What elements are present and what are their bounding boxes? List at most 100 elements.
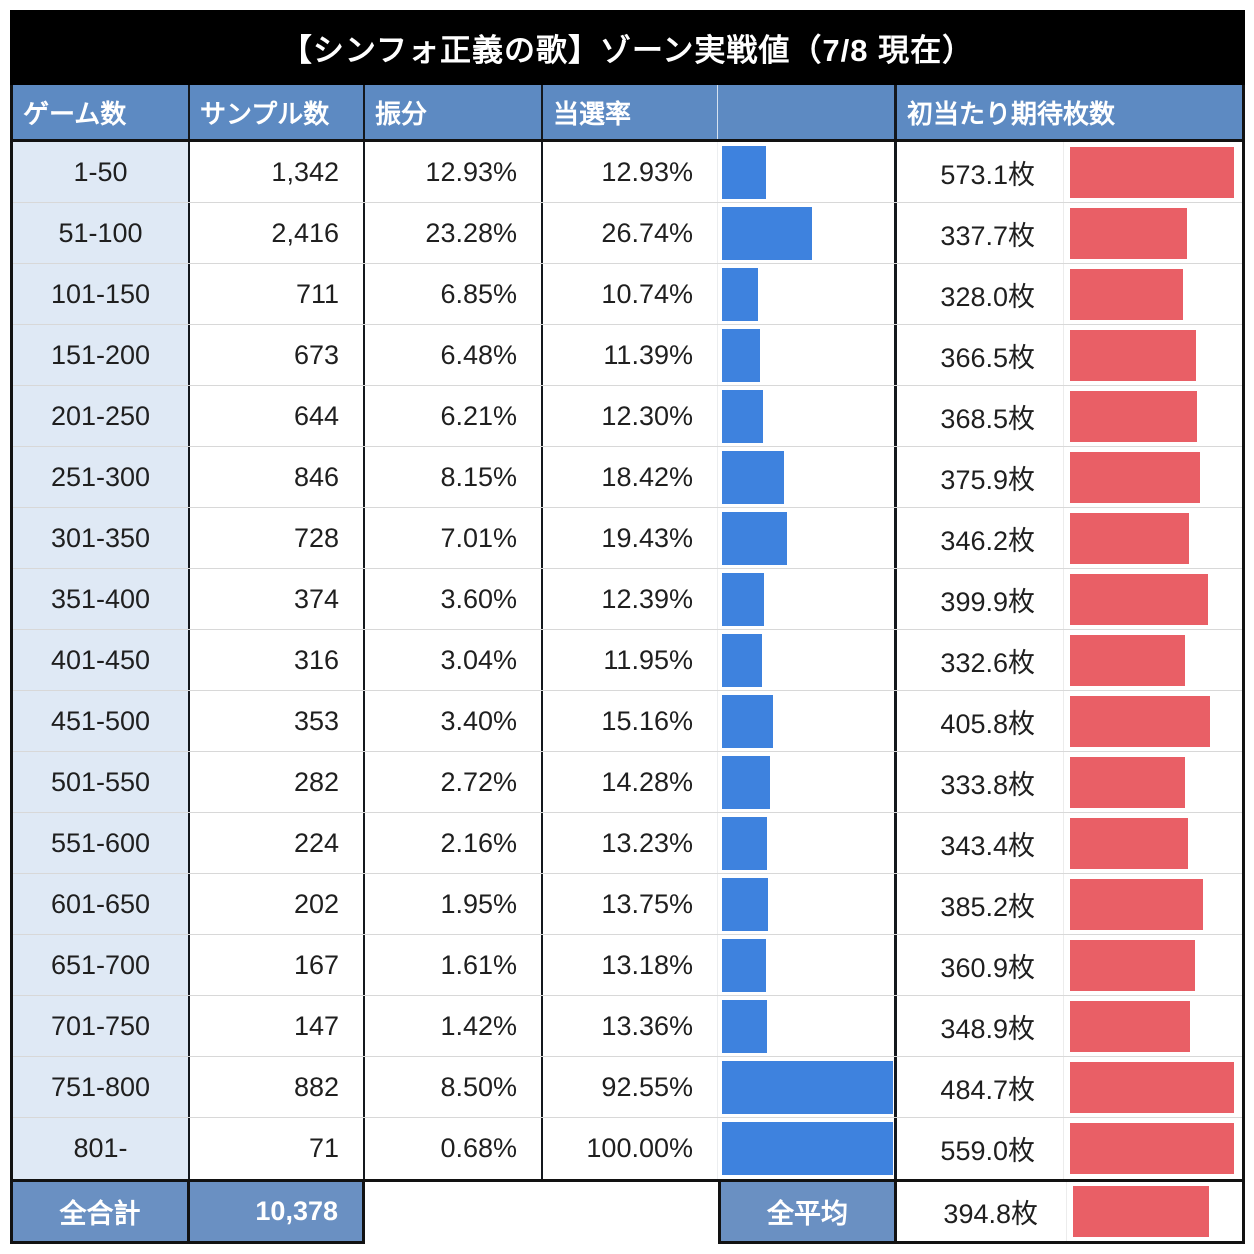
win-rate-bar-cell [718,813,897,873]
coins-bar [1070,451,1200,503]
table-row: 801- 71 0.68% 100.00% 559.0枚 [13,1118,1242,1179]
coins-bar [1070,268,1184,320]
coins-bar-zone [1063,752,1242,812]
table-row: 251-300 846 8.15% 18.42% 375.9枚 [13,447,1242,508]
footer-spacer [365,1182,718,1244]
coins-value: 346.2枚 [940,525,1035,556]
win-rate-bar-cell [718,325,897,385]
win-rate-bar [722,450,785,504]
win-rate-bar-cell [718,752,897,812]
coins-cell: 368.5枚 [897,386,1242,446]
win-rate-bar [722,755,771,809]
coins-value: 573.1枚 [940,159,1035,190]
coins-value: 368.5枚 [940,403,1035,434]
games-range-cell: 301-350 [13,508,190,568]
win-rate-bar-cell [718,447,897,507]
win-rate-bar-cell [718,874,897,934]
footer-row: 全合計 10,378 全平均 394.8枚 [10,1182,1245,1244]
sample-count-cell: 224 [190,813,365,873]
coins-bar [1070,939,1195,991]
coins-cell: 328.0枚 [897,264,1242,324]
coins-cell: 346.2枚 [897,508,1242,568]
coins-value: 328.0枚 [940,281,1035,312]
games-range-cell: 101-150 [13,264,190,324]
coins-cell: 405.8枚 [897,691,1242,751]
games-range-cell: 1-50 [13,142,190,202]
footer-total-label-cell: 全合計 [10,1182,190,1244]
header-sample: サンプル数 [190,85,365,139]
table-row: 551-600 224 2.16% 13.23% 343.4枚 [13,813,1242,874]
win-rate-bar [722,816,767,870]
header-win-rate: 当選率 [543,85,718,139]
win-rate-bar-cell [718,1057,897,1117]
table-row: 151-200 673 6.48% 11.39% 366.5枚 [13,325,1242,386]
win-rate-bar-cell [718,203,897,263]
games-range-cell: 701-750 [13,996,190,1056]
games-range-cell: 151-200 [13,325,190,385]
coins-bar-zone [1063,325,1242,385]
sample-count-cell: 353 [190,691,365,751]
sample-count-cell: 2,416 [190,203,365,263]
distribution-cell: 6.21% [365,386,543,446]
coins-bar-zone [1063,996,1242,1056]
footer-total-value-cell: 10,378 [190,1182,365,1244]
win-rate-bar [722,938,767,992]
coins-cell: 337.7枚 [897,203,1242,263]
win-rate-cell: 19.43% [543,508,718,568]
coins-bar-zone [1063,1057,1242,1117]
coins-value: 337.7枚 [940,220,1035,251]
page-title: 【シンフォ正義の歌】ゾーン実戦値（7/8 現在） [10,10,1245,85]
games-range-cell: 501-550 [13,752,190,812]
coins-bar [1070,1123,1234,1174]
win-rate-cell: 12.93% [543,142,718,202]
win-rate-bar [722,267,759,321]
coins-bar [1070,390,1198,442]
distribution-cell: 3.04% [365,630,543,690]
coins-bar [1070,695,1210,747]
win-rate-cell: 14.28% [543,752,718,812]
coins-bar [1070,146,1234,198]
table-row: 501-550 282 2.72% 14.28% 333.8枚 [13,752,1242,813]
coins-value: 559.0枚 [940,1136,1035,1166]
table-body: 1-50 1,342 12.93% 12.93% 573.1枚 51-100 2… [13,142,1242,1179]
win-rate-bar [722,1122,893,1175]
table-row: 301-350 728 7.01% 19.43% 346.2枚 [13,508,1242,569]
distribution-cell: 6.48% [365,325,543,385]
coins-bar [1070,207,1187,259]
table-row: 1-50 1,342 12.93% 12.93% 573.1枚 [13,142,1242,203]
coins-bar [1070,1061,1234,1113]
games-range-cell: 651-700 [13,935,190,995]
sample-count-cell: 71 [190,1118,365,1179]
win-rate-bar [722,877,769,931]
distribution-cell: 1.42% [365,996,543,1056]
header-bar-spacer [718,85,897,139]
table-row: 751-800 882 8.50% 92.55% 484.7枚 [13,1057,1242,1118]
coins-value: 375.9枚 [940,464,1035,495]
win-rate-cell: 11.95% [543,630,718,690]
sample-count-cell: 711 [190,264,365,324]
games-range-cell: 51-100 [13,203,190,263]
win-rate-bar-cell [718,1118,897,1179]
coins-bar-zone [1063,508,1242,568]
header-games: ゲーム数 [13,85,190,139]
coins-cell: 385.2枚 [897,874,1242,934]
sample-count-cell: 282 [190,752,365,812]
win-rate-bar-cell [718,569,897,629]
table-row: 101-150 711 6.85% 10.74% 328.0枚 [13,264,1242,325]
distribution-cell: 6.85% [365,264,543,324]
win-rate-bar [722,328,761,382]
table-row: 351-400 374 3.60% 12.39% 399.9枚 [13,569,1242,630]
win-rate-bar-cell [718,264,897,324]
games-range-cell: 451-500 [13,691,190,751]
games-range-cell: 601-650 [13,874,190,934]
sample-count-cell: 202 [190,874,365,934]
win-rate-cell: 12.30% [543,386,718,446]
coins-bar-zone [1063,569,1242,629]
sample-count-cell: 728 [190,508,365,568]
coins-bar-zone [1063,630,1242,690]
coins-bar-zone [1063,1118,1242,1179]
win-rate-bar [722,633,763,687]
coins-cell: 348.9枚 [897,996,1242,1056]
games-range-cell: 201-250 [13,386,190,446]
coins-bar [1070,634,1185,686]
